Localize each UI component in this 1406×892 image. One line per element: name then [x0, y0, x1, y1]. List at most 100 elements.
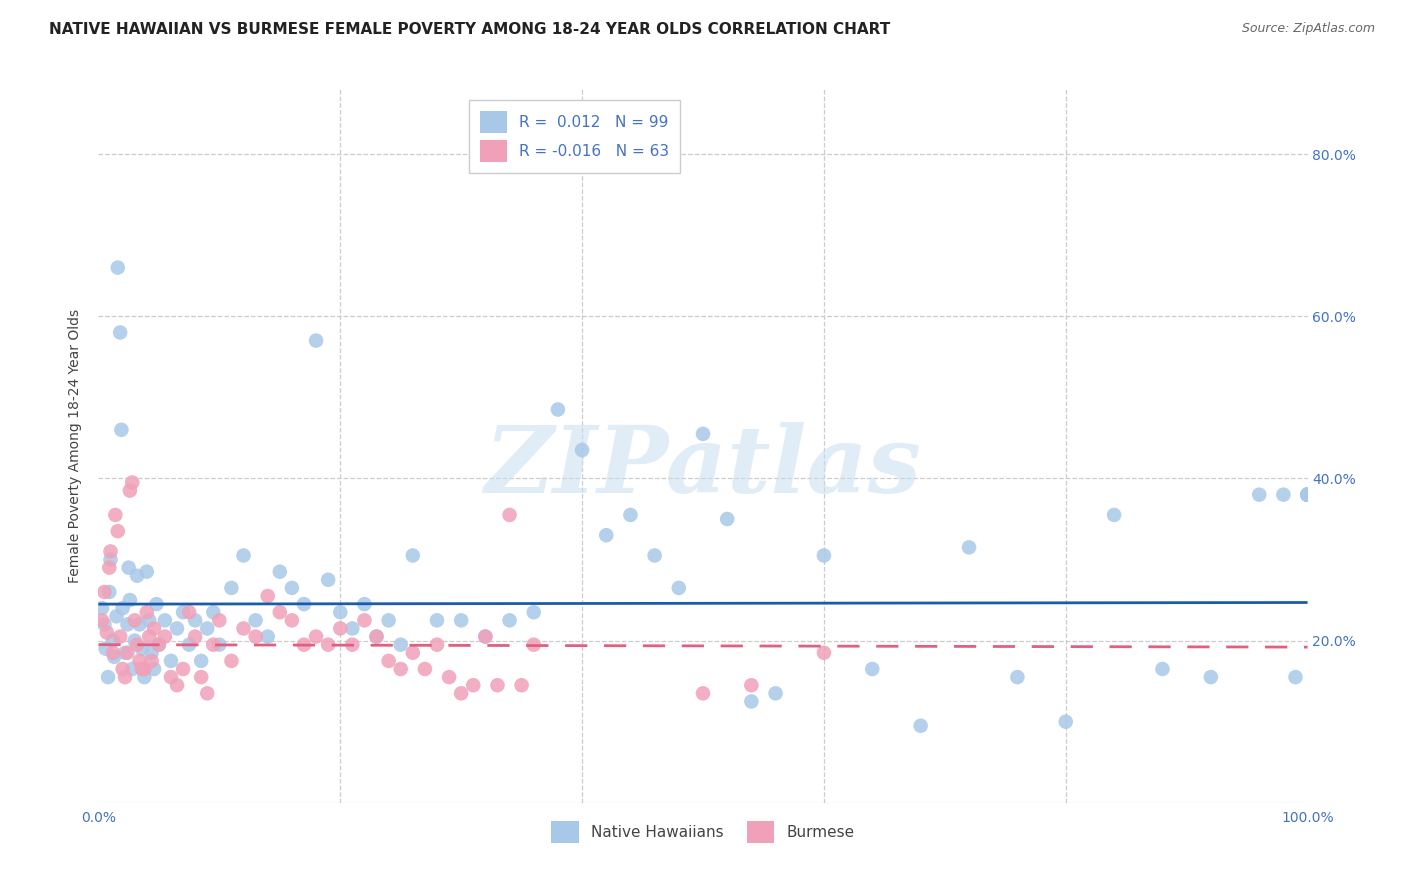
- Point: [114, 670, 136, 684]
- Point: [463, 678, 485, 692]
- Point: [141, 646, 163, 660]
- Point: [547, 402, 569, 417]
- Legend: Native Hawaiians, Burmese: Native Hawaiians, Burmese: [546, 814, 860, 848]
- Point: [1054, 714, 1077, 729]
- Point: [143, 662, 166, 676]
- Point: [316, 573, 339, 587]
- Point: [716, 512, 738, 526]
- Point: [138, 630, 160, 644]
- Point: [117, 646, 139, 660]
- Point: [135, 605, 157, 619]
- Point: [131, 641, 153, 656]
- Point: [100, 544, 122, 558]
- Point: [498, 508, 520, 522]
- Point: [366, 630, 388, 644]
- Point: [619, 508, 641, 522]
- Text: ZIPatlas: ZIPatlas: [485, 423, 921, 512]
- Point: [342, 622, 364, 636]
- Point: [813, 549, 835, 563]
- Point: [1296, 488, 1319, 502]
- Point: [486, 678, 509, 692]
- Point: [94, 641, 117, 656]
- Point: [692, 686, 714, 700]
- Point: [402, 549, 425, 563]
- Point: [1296, 488, 1319, 502]
- Point: [1296, 488, 1319, 502]
- Point: [389, 638, 412, 652]
- Point: [1272, 488, 1295, 502]
- Point: [190, 670, 212, 684]
- Point: [740, 678, 762, 692]
- Point: [245, 630, 267, 644]
- Point: [190, 654, 212, 668]
- Point: [107, 524, 129, 538]
- Point: [134, 662, 156, 676]
- Point: [179, 638, 201, 652]
- Point: [172, 605, 194, 619]
- Point: [1296, 488, 1319, 502]
- Point: [740, 694, 762, 708]
- Point: [256, 589, 278, 603]
- Point: [668, 581, 690, 595]
- Point: [124, 613, 146, 627]
- Point: [305, 334, 328, 348]
- Point: [131, 662, 153, 676]
- Point: [153, 630, 176, 644]
- Point: [1152, 662, 1174, 676]
- Point: [426, 638, 449, 652]
- Point: [153, 613, 176, 627]
- Y-axis label: Female Poverty Among 18-24 Year Olds: Female Poverty Among 18-24 Year Olds: [69, 309, 83, 583]
- Point: [316, 638, 339, 652]
- Point: [101, 646, 124, 660]
- Point: [450, 686, 472, 700]
- Point: [1296, 488, 1319, 502]
- Point: [98, 560, 121, 574]
- Point: [281, 613, 304, 627]
- Point: [221, 581, 243, 595]
- Point: [353, 613, 375, 627]
- Point: [98, 585, 121, 599]
- Point: [1199, 670, 1222, 684]
- Point: [134, 670, 156, 684]
- Point: [1296, 488, 1319, 502]
- Point: [329, 622, 352, 636]
- Point: [1296, 488, 1319, 502]
- Point: [138, 613, 160, 627]
- Point: [93, 585, 115, 599]
- Point: [97, 670, 120, 684]
- Point: [118, 483, 141, 498]
- Point: [860, 662, 883, 676]
- Point: [148, 638, 170, 652]
- Point: [208, 638, 231, 652]
- Point: [208, 613, 231, 627]
- Point: [523, 638, 546, 652]
- Point: [292, 597, 315, 611]
- Point: [184, 630, 207, 644]
- Point: [118, 560, 141, 574]
- Point: [1296, 488, 1319, 502]
- Point: [595, 528, 617, 542]
- Point: [1102, 508, 1125, 522]
- Point: [160, 670, 183, 684]
- Point: [145, 597, 167, 611]
- Point: [523, 605, 546, 619]
- Point: [107, 260, 129, 275]
- Point: [232, 549, 254, 563]
- Point: [474, 630, 496, 644]
- Point: [195, 622, 218, 636]
- Point: [135, 565, 157, 579]
- Point: [221, 654, 243, 668]
- Point: [117, 617, 139, 632]
- Point: [426, 613, 449, 627]
- Point: [281, 581, 304, 595]
- Point: [118, 593, 141, 607]
- Point: [128, 617, 150, 632]
- Point: [91, 601, 114, 615]
- Point: [377, 654, 399, 668]
- Point: [644, 549, 666, 563]
- Point: [105, 609, 128, 624]
- Point: [1296, 488, 1319, 502]
- Point: [232, 622, 254, 636]
- Point: [141, 654, 163, 668]
- Point: [269, 565, 291, 579]
